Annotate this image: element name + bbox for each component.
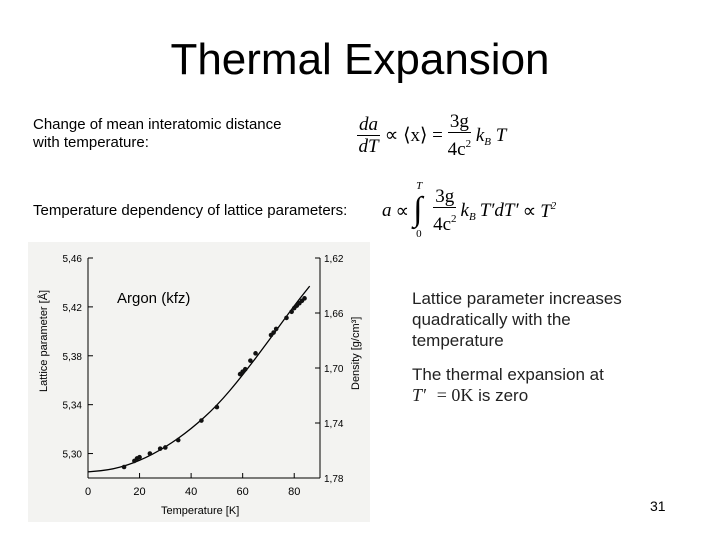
data-point: [157, 446, 163, 451]
note-quadratic: Lattice parameter increases quadraticall…: [412, 288, 622, 351]
argon-lattice-chart: Argon (kfz) Temperature [K] 0 20 40 60 80 5,4…: [63, 254, 344, 517]
integral-lower-limit: 0: [416, 228, 422, 240]
y-tick-label: 5,42: [63, 303, 83, 314]
data-point: [147, 451, 153, 456]
fraction-denominator: 4c2: [433, 212, 457, 235]
y2-tick-label: 1,74: [324, 419, 344, 430]
x-axis-label: Temperature [K]: [161, 505, 239, 517]
data-point: [199, 418, 204, 423]
fraction-3g-4c2: 3g 4c2: [448, 112, 471, 161]
x-tick-label: 0: [85, 486, 91, 498]
proportional-symbol: ∝: [384, 124, 399, 146]
y-tick-label: 5,30: [63, 450, 83, 461]
fraction-denominator: dT: [358, 136, 379, 157]
x-tick-label: 80: [288, 486, 300, 498]
page-number: 31: [650, 498, 666, 514]
temperature-symbol: T: [495, 124, 507, 146]
data-point: [271, 330, 276, 335]
intro-text: Change of mean interatomic distance with…: [33, 116, 281, 152]
y2-tick-label: 1,78: [324, 474, 344, 485]
note-line: T′ = 0K is zero: [412, 385, 604, 406]
integral-sign: ∫: [413, 191, 423, 228]
y-tick-label: 5,38: [63, 352, 83, 363]
x-tick-label: 40: [185, 486, 197, 498]
data-point: [289, 309, 294, 315]
data-point: [284, 315, 289, 321]
fraction-numerator: da: [357, 114, 380, 136]
note-line: quadratically with the: [412, 310, 571, 329]
integral-upper-limit: T: [416, 180, 423, 192]
zero-kelvin: = 0K: [436, 385, 474, 405]
data-point: [175, 437, 181, 443]
data-point: [242, 366, 248, 372]
slide-title: Thermal Expansion: [170, 35, 550, 84]
fraction-numerator: 3g: [447, 111, 471, 133]
y-tick-label: 5,46: [63, 254, 83, 265]
temperature-squared: T2: [540, 199, 557, 222]
lattice-parameter-figure: Argon (kfz) Temperature [K] 0 20 40 60 80 5,4…: [28, 242, 370, 522]
data-point: [214, 404, 220, 410]
data-point: [163, 445, 168, 450]
data-point: [248, 358, 253, 363]
fraction-3g-4c2: 3g 4c2: [433, 185, 457, 236]
data-points: [121, 296, 307, 470]
lattice-dependency-text: Temperature dependency of lattice parame…: [33, 202, 348, 219]
y2-tick-label: 1,70: [324, 364, 344, 375]
data-point: [273, 326, 279, 332]
data-point: [121, 464, 127, 470]
equals-symbol: =: [432, 124, 443, 146]
y-axis-label: Lattice parameter [Å]: [38, 289, 50, 392]
mean-distance-symbol: ⟨x⟩: [403, 124, 428, 146]
intro-line-1: Change of mean interatomic distance: [33, 116, 282, 133]
data-point: [137, 454, 142, 460]
chart-title: Argon (kfz): [117, 290, 190, 307]
fraction-da-dt: da dT: [357, 115, 380, 158]
y2-tick-label: 1,62: [324, 254, 344, 265]
chart-ticks: 0 20 40 60 80 5,46 5,42 5,38 5,34 5,30 1,62 1,66 1,7…: [63, 254, 344, 498]
fraction-denominator: 4c2: [447, 138, 472, 160]
fit-curve: [87, 285, 311, 473]
proportional-symbol: ∝: [522, 200, 537, 222]
fraction-numerator: 3g: [433, 185, 457, 208]
note-zero-expansion: The thermal expansion at T′ = 0K is zero: [412, 364, 604, 406]
lattice-symbol: a: [382, 200, 392, 221]
y-tick-label: 5,34: [63, 401, 83, 412]
y2-tick-label: 1,66: [324, 309, 344, 320]
note-zero-text: is zero: [478, 386, 529, 405]
data-point: [253, 351, 258, 356]
data-point: [302, 296, 307, 301]
x-tick-label: 20: [133, 486, 145, 498]
formula-lattice-parameter: a ∝ T ∫ 0 3g 4c2 kB T′dT′ ∝ T2: [382, 180, 557, 240]
intro-line-2: with temperature:: [33, 134, 149, 151]
temperature-variable: T′: [412, 385, 426, 405]
y2-axis-label: Density [g/cm³]: [350, 316, 362, 390]
proportional-symbol: ∝: [395, 200, 410, 222]
integrand: T′dT′: [479, 200, 519, 221]
formula-mean-distance: da dT ∝ ⟨x⟩ = 3g 4c2 kB T: [357, 112, 506, 161]
boltzmann-constant: kB: [460, 199, 476, 223]
x-tick-label: 60: [237, 486, 249, 498]
note-line: The thermal expansion at: [412, 365, 604, 384]
note-line: temperature: [412, 331, 504, 350]
integral: T ∫ 0: [413, 180, 429, 240]
boltzmann-constant: kB: [475, 124, 491, 148]
note-line: Lattice parameter increases: [412, 289, 622, 308]
